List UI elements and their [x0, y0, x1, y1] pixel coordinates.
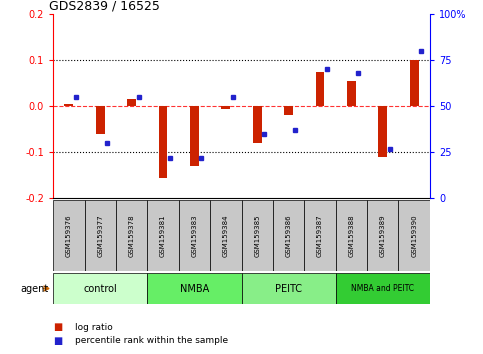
Bar	[315, 72, 325, 106]
Text: log ratio: log ratio	[75, 323, 113, 332]
Text: GSM159376: GSM159376	[66, 214, 72, 257]
Bar	[116, 200, 147, 271]
Bar	[336, 200, 367, 271]
Bar	[64, 104, 73, 106]
Bar	[53, 200, 85, 271]
Bar	[398, 200, 430, 271]
Text: ■: ■	[53, 336, 62, 346]
Text: GSM159386: GSM159386	[285, 214, 292, 257]
Text: GSM159389: GSM159389	[380, 214, 386, 257]
Bar	[147, 200, 179, 271]
Bar	[347, 81, 356, 106]
Text: ■: ■	[53, 322, 62, 332]
Bar	[96, 106, 105, 134]
Bar	[85, 200, 116, 271]
Text: GSM159377: GSM159377	[97, 214, 103, 257]
Bar	[242, 200, 273, 271]
Text: GDS2839 / 16525: GDS2839 / 16525	[49, 0, 160, 13]
Bar	[127, 99, 136, 106]
Text: GSM159384: GSM159384	[223, 214, 229, 257]
Bar	[221, 106, 230, 108]
Bar	[367, 200, 398, 271]
Bar	[210, 200, 242, 271]
Text: GSM159383: GSM159383	[191, 214, 198, 257]
Bar	[158, 106, 168, 178]
Text: NMBA: NMBA	[180, 284, 209, 293]
Bar	[304, 200, 336, 271]
Bar	[53, 273, 147, 304]
Text: control: control	[84, 284, 117, 293]
Text: NMBA and PEITC: NMBA and PEITC	[351, 284, 414, 293]
Text: GSM159385: GSM159385	[254, 214, 260, 257]
Text: percentile rank within the sample: percentile rank within the sample	[75, 336, 228, 345]
Text: GSM159390: GSM159390	[411, 214, 417, 257]
Bar	[284, 106, 293, 115]
Text: PEITC: PEITC	[275, 284, 302, 293]
Bar	[179, 200, 210, 271]
Bar	[147, 273, 242, 304]
Text: GSM159378: GSM159378	[128, 214, 135, 257]
Text: agent: agent	[20, 284, 48, 293]
Bar	[378, 106, 387, 157]
Bar	[410, 60, 419, 106]
Text: GSM159381: GSM159381	[160, 214, 166, 257]
Bar	[336, 273, 430, 304]
Text: GSM159387: GSM159387	[317, 214, 323, 257]
Text: GSM159388: GSM159388	[348, 214, 355, 257]
Bar	[190, 106, 199, 166]
Bar	[242, 273, 336, 304]
Bar	[273, 200, 304, 271]
Bar	[253, 106, 262, 143]
